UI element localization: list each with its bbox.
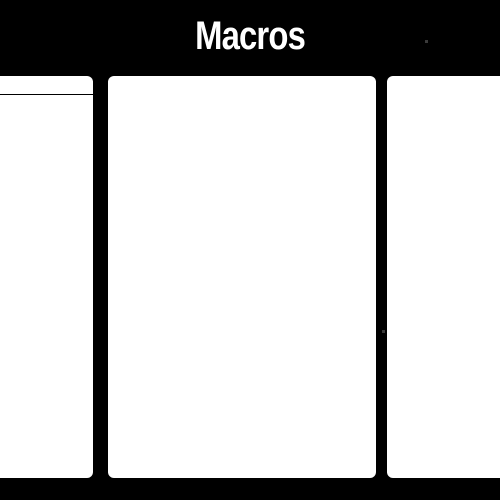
center-panel[interactable] xyxy=(108,76,376,478)
left-panel[interactable] xyxy=(0,76,93,478)
panel-header-divider xyxy=(0,94,93,95)
noise-speck xyxy=(425,40,428,43)
page-title: Macros xyxy=(195,14,306,58)
noise-speck xyxy=(382,330,385,333)
right-panel[interactable] xyxy=(387,76,500,478)
title-bar: Macros xyxy=(0,0,500,72)
